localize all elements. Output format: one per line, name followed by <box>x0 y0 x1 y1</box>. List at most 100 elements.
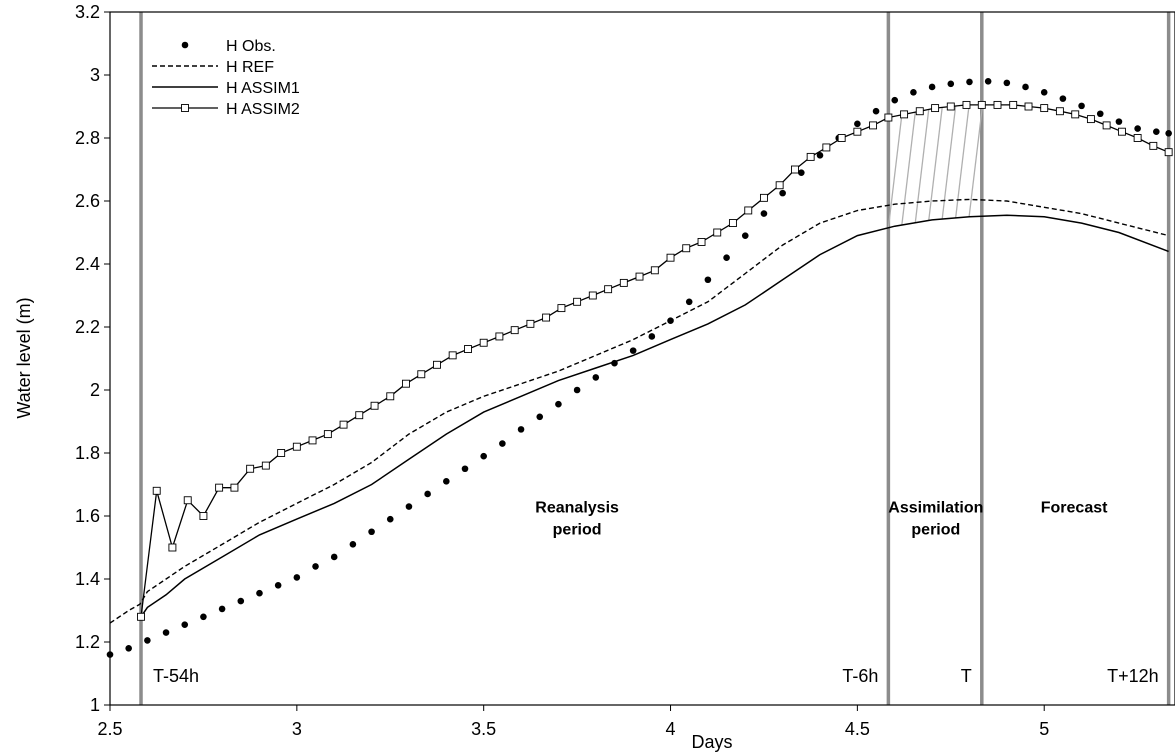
assim2-point <box>1149 141 1158 150</box>
obs-point <box>293 574 301 581</box>
obs-point <box>200 613 207 621</box>
assim2-point <box>806 152 815 161</box>
assim2-point <box>199 512 208 520</box>
assimilation-link <box>901 112 916 226</box>
obs-point <box>984 78 992 85</box>
annotations: T-54h T-6h T T+12h Reanalysis period Assimilat… <box>153 499 1159 686</box>
obs-point <box>928 83 936 91</box>
obs-point <box>368 528 375 536</box>
assim2-point <box>682 244 691 253</box>
assim2-point <box>1086 115 1095 124</box>
assim2-point <box>728 219 737 228</box>
assim1-line <box>140 214 1169 618</box>
assimilation-link <box>968 104 984 217</box>
assim2-point <box>277 449 286 457</box>
assim2-point <box>1071 110 1080 119</box>
vertical-line-label: T-6h <box>842 666 878 686</box>
vertical-line-label: T-54h <box>153 666 199 686</box>
region-label: Forecast <box>1041 499 1108 516</box>
obs-point <box>274 582 282 589</box>
obs-point <box>386 515 394 523</box>
obs-point <box>816 152 824 159</box>
assim2-point <box>355 411 364 420</box>
assim2-point <box>168 543 177 552</box>
x-tick-label: 2.5 <box>97 719 122 739</box>
obs-point <box>685 298 693 306</box>
assim2-point <box>713 228 722 237</box>
assimilation-link <box>914 109 930 223</box>
assim2-point <box>433 360 441 369</box>
obs-point <box>555 400 562 408</box>
assim2-point <box>962 100 971 109</box>
obs-point <box>573 386 581 394</box>
region-label: period <box>553 521 602 538</box>
y-tick-label: 1.2 <box>75 632 100 652</box>
obs-point <box>891 96 899 104</box>
assimilation-links <box>887 104 984 228</box>
y-tick-label: 2.8 <box>75 128 100 148</box>
obs-point <box>499 440 506 447</box>
axes: 1 1.2 1.4 1.6 1.8 2 2.2 2.4 2.6 2.8 3 3.2 2.5 3 3.5 4 4.… <box>75 2 1049 739</box>
assim2-point <box>308 436 317 445</box>
assim2-point <box>402 379 410 388</box>
assim2-point <box>557 304 566 313</box>
legend-label: H REF <box>226 59 274 76</box>
region-label: period <box>911 521 960 538</box>
obs-point <box>629 347 637 354</box>
obs-point <box>1115 118 1123 125</box>
obs-point <box>1022 83 1029 91</box>
y-tick-label: 1.4 <box>75 569 100 589</box>
obs-point <box>910 89 917 96</box>
x-tick-label: 3 <box>292 719 302 739</box>
assim2-point <box>230 483 239 492</box>
assim2-point <box>900 110 909 119</box>
legend: H Obs. H REF H ASSIM1 H ASSIM2 <box>152 38 300 118</box>
assim2-point <box>370 401 379 410</box>
x-tick-label: 4 <box>666 719 676 739</box>
obs-point <box>517 426 525 433</box>
y-tick-label: 3.2 <box>75 2 100 22</box>
obs-point <box>947 80 955 88</box>
obs-point <box>1096 110 1104 118</box>
region-label: Assimilation <box>888 499 983 516</box>
obs-point <box>144 637 151 644</box>
obs-point <box>592 374 600 381</box>
assim2-point <box>884 113 893 122</box>
obs-point <box>1153 128 1160 135</box>
obs-point <box>1165 129 1172 137</box>
obs-point <box>125 645 132 652</box>
assim2-point <box>993 100 1002 109</box>
legend-marker <box>181 104 189 112</box>
assim2-point <box>650 266 659 275</box>
obs-point <box>312 563 319 570</box>
assim2-point <box>822 143 831 152</box>
plot-frame <box>109 11 1175 706</box>
obs-point <box>443 478 450 485</box>
y-tick-label: 2.4 <box>75 254 100 274</box>
assim2-point <box>853 127 862 136</box>
obs-point <box>798 169 805 176</box>
obs-point <box>218 605 226 613</box>
vertical-line-label: T+12h <box>1107 666 1159 686</box>
obs-point <box>872 107 880 115</box>
obs-point <box>256 589 263 597</box>
obs-point <box>854 120 861 128</box>
legend-label: H ASSIM1 <box>226 80 300 97</box>
assim2-point <box>946 102 955 111</box>
assim2-point <box>697 237 706 246</box>
obs-point <box>162 629 170 636</box>
assim2-point <box>1117 127 1126 136</box>
obs-point <box>536 413 544 421</box>
obs-point <box>424 490 431 498</box>
assim2-point <box>744 206 753 215</box>
obs-point <box>461 465 469 473</box>
assim2-point <box>869 121 878 130</box>
assim2-point <box>1164 148 1173 157</box>
assim2-point <box>588 291 597 300</box>
y-tick-label: 2.2 <box>75 317 100 337</box>
assim2-line <box>140 104 1169 617</box>
assim2-point <box>1040 104 1049 113</box>
obs-point <box>405 503 413 510</box>
assim2-point <box>386 392 395 401</box>
assim2-point <box>635 272 644 281</box>
